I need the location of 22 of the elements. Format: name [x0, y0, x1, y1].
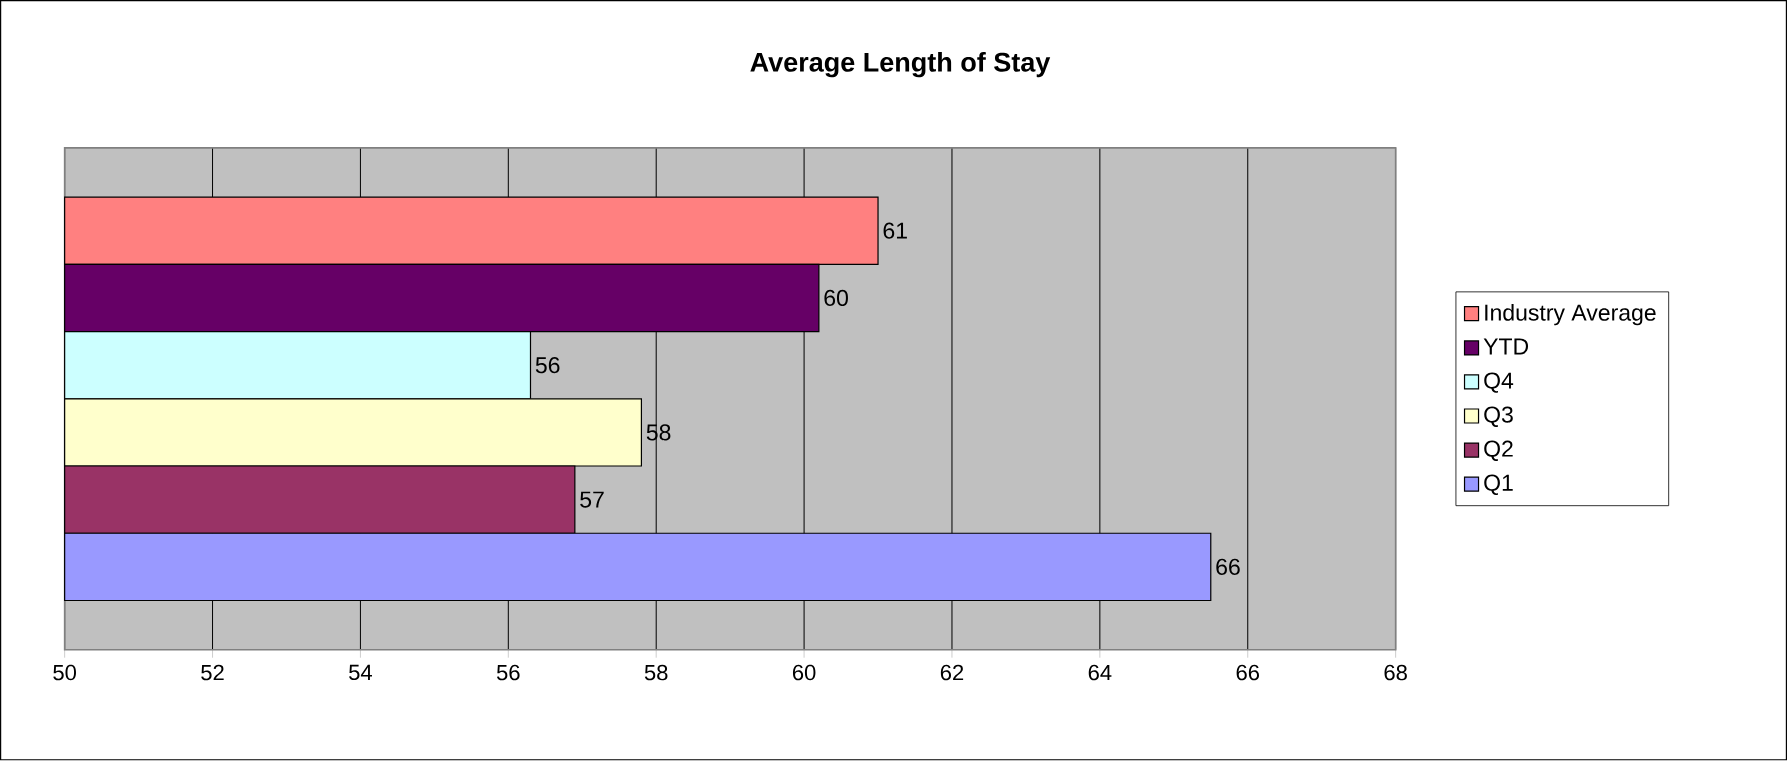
x-tick-label: 64 — [1088, 665, 1112, 681]
legend-label: Q1 — [1484, 474, 1513, 496]
x-tick-label: 52 — [201, 665, 224, 681]
x-tick-label: 54 — [349, 665, 372, 681]
x-tick-label: 62 — [940, 665, 964, 681]
data-label: 61 — [883, 222, 907, 240]
legend-label: Q3 — [1484, 406, 1513, 428]
legend-label: Industry Average — [1485, 304, 1656, 326]
legend-label: Q4 — [1484, 372, 1514, 394]
legend-label: Q2 — [1484, 440, 1513, 462]
data-label: 60 — [824, 290, 848, 307]
chart-title: Average Length of Stay — [750, 52, 1051, 78]
legend-label: YTD — [1483, 338, 1529, 355]
data-label: 56 — [535, 357, 560, 374]
x-tick-label: 58 — [644, 665, 668, 681]
data-label: 57 — [580, 491, 604, 508]
x-tick-label: 60 — [792, 665, 816, 681]
x-tick-label: 66 — [1236, 665, 1260, 681]
x-tick-label: 68 — [1384, 665, 1407, 681]
data-label: 66 — [1216, 558, 1240, 576]
x-tick-label: 56 — [496, 665, 520, 681]
x-tick-label: 50 — [53, 665, 76, 681]
